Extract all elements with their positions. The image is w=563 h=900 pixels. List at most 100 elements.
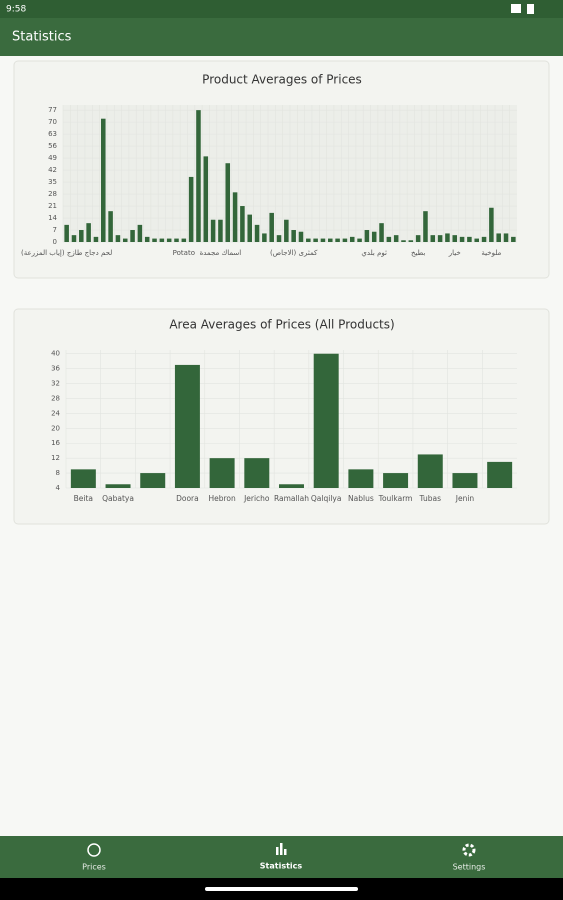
- y-tick-label: 40: [51, 350, 60, 358]
- bar: [401, 240, 406, 242]
- bar: [144, 236, 150, 242]
- y-tick-label: 49: [48, 154, 57, 162]
- bar: [371, 231, 377, 242]
- bar: [496, 233, 501, 242]
- x-tick-label: Doora: [176, 494, 199, 503]
- bar: [79, 230, 84, 242]
- bar: [328, 238, 333, 242]
- nav-icon[interactable]: [87, 843, 101, 857]
- bar: [393, 235, 399, 242]
- x-tick-label: Beita: [74, 494, 93, 503]
- bar: [209, 458, 235, 488]
- nav-label[interactable]: Prices: [82, 863, 106, 872]
- bar: [348, 469, 374, 488]
- y-tick-label: 28: [51, 394, 60, 402]
- bar: [137, 224, 143, 242]
- x-tick-label: Nablus: [348, 494, 374, 503]
- bar: [445, 233, 450, 242]
- bar: [71, 235, 77, 242]
- nav-icon[interactable]: [462, 843, 476, 857]
- status-time: 9:58: [6, 5, 26, 15]
- bar: [511, 236, 516, 242]
- x-tick-label: ثوم بلدي: [361, 249, 387, 257]
- y-tick-label: 32: [51, 380, 60, 388]
- x-tick-label: Jenin: [455, 494, 475, 503]
- x-tick-label: Toulkarm: [378, 494, 413, 503]
- bar: [481, 236, 487, 242]
- y-tick-label: 35: [48, 178, 57, 186]
- y-tick-label: 21: [48, 202, 57, 210]
- bar: [423, 211, 428, 242]
- bar: [437, 235, 443, 242]
- chart-title: Product Averages of Prices: [202, 73, 362, 87]
- bar: [130, 230, 135, 242]
- x-tick-label: Qabatya: [102, 494, 134, 503]
- x-tick-label: Qalqilya: [311, 494, 342, 503]
- bar: [342, 238, 348, 242]
- bar: [487, 461, 513, 488]
- bar: [503, 233, 509, 242]
- y-tick-label: 63: [48, 130, 57, 138]
- bar: [489, 207, 494, 242]
- bar: [247, 214, 252, 242]
- bar: [159, 238, 165, 242]
- y-tick-label: 12: [51, 454, 60, 462]
- y-tick-label: 8: [56, 469, 60, 477]
- x-tick-label: Hebron: [208, 494, 236, 503]
- bar: [115, 235, 121, 242]
- bottom-nav: [0, 836, 563, 878]
- bar: [108, 211, 113, 242]
- bar: [306, 238, 311, 242]
- y-tick-label: 56: [48, 142, 57, 150]
- x-tick-label: كمثرى (الاجاص): [270, 249, 318, 257]
- bar: [244, 458, 270, 488]
- bar: [225, 163, 231, 242]
- bar: [430, 235, 436, 242]
- bar: [140, 473, 166, 488]
- y-tick-label: 36: [51, 365, 60, 373]
- bar: [452, 473, 478, 488]
- bar: [452, 235, 458, 242]
- bar: [320, 238, 326, 242]
- bar: [386, 236, 392, 242]
- bar: [152, 238, 157, 242]
- x-tick-label: Jericho: [243, 494, 270, 503]
- y-tick-label: 14: [48, 214, 57, 222]
- bar: [291, 230, 296, 242]
- bar: [415, 235, 421, 242]
- x-tick-label: Potato: [173, 249, 195, 257]
- bar: [101, 118, 106, 242]
- bar: [86, 223, 91, 242]
- x-tick-label: Tubas: [419, 494, 442, 503]
- bar: [474, 238, 479, 242]
- y-tick-label: 4: [56, 484, 61, 492]
- y-tick-label: 77: [48, 106, 57, 114]
- bar: [262, 233, 267, 242]
- bar: [240, 206, 245, 242]
- bar: [379, 223, 384, 242]
- chart-title: Area Averages of Prices (All Products): [169, 318, 394, 332]
- bar: [298, 231, 304, 242]
- bar: [383, 473, 409, 488]
- bar: [122, 238, 128, 242]
- bar: [284, 219, 289, 242]
- bar: [335, 238, 340, 242]
- y-tick-label: 42: [48, 166, 57, 174]
- nav-label[interactable]: Statistics: [260, 862, 303, 871]
- x-tick-label: اسماك مجمدة: [200, 249, 242, 257]
- x-tick-label: ملوخية: [481, 249, 501, 257]
- bar: [166, 238, 172, 242]
- y-tick-label: 0: [53, 238, 57, 246]
- x-tick-label: بطيخ: [411, 249, 425, 257]
- bar: [174, 238, 179, 242]
- bar: [313, 353, 339, 488]
- nav-icon[interactable]: [276, 843, 287, 855]
- bar: [210, 219, 216, 242]
- app-title: Statistics: [12, 30, 72, 45]
- bar: [467, 236, 472, 242]
- nav-label[interactable]: Settings: [453, 863, 486, 872]
- y-tick-label: 20: [51, 424, 60, 432]
- chart-card: [13, 308, 550, 525]
- bar: [188, 176, 194, 242]
